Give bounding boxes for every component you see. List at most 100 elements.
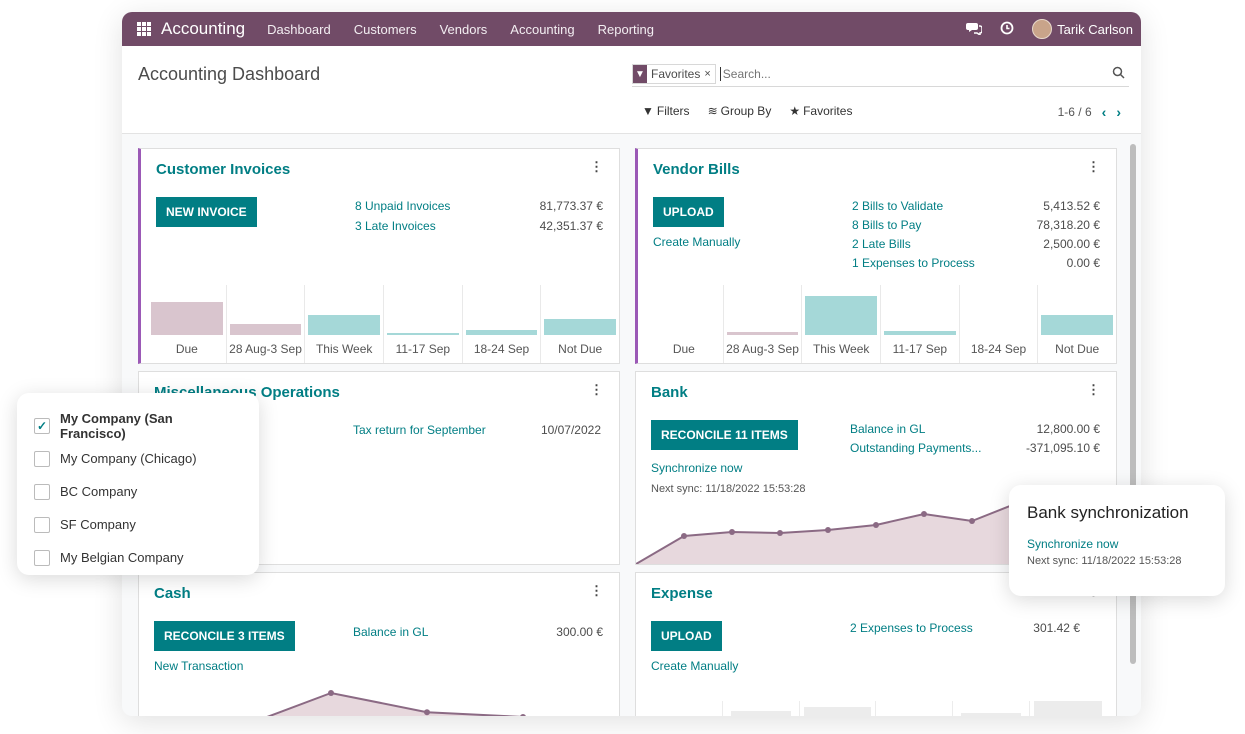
company-option[interactable]: My Belgian Company bbox=[17, 541, 259, 574]
search-input[interactable] bbox=[719, 67, 1112, 81]
group-by-button[interactable]: ≋ Group By bbox=[708, 104, 772, 118]
chart-point[interactable] bbox=[328, 690, 334, 696]
chevron-right-icon[interactable]: › bbox=[1116, 104, 1121, 120]
chart-bar[interactable] bbox=[1041, 314, 1114, 335]
menu-customers[interactable]: Customers bbox=[353, 21, 417, 37]
chevron-left-icon[interactable]: ‹ bbox=[1101, 104, 1107, 120]
apps-grid-icon[interactable] bbox=[137, 22, 151, 36]
late-bills-link[interactable]: 2 Late Bills bbox=[852, 237, 911, 251]
top-navbar: Accounting Dashboard Customers Vendors A… bbox=[122, 12, 1141, 46]
menu-dashboard[interactable]: Dashboard bbox=[267, 21, 331, 37]
checkbox-icon[interactable] bbox=[34, 549, 50, 566]
company-option[interactable]: BC Company bbox=[17, 475, 259, 508]
reconcile-button[interactable]: RECONCILE 11 ITEMS bbox=[651, 420, 798, 450]
chart-bar[interactable] bbox=[229, 323, 302, 335]
chart-tick-label: Due bbox=[672, 342, 695, 356]
app-name[interactable]: Accounting bbox=[161, 19, 246, 38]
app-window: Accounting Dashboard Customers Vendors A… bbox=[122, 12, 1141, 716]
reconcile-cash-button[interactable]: RECONCILE 3 ITEMS bbox=[154, 621, 295, 651]
favorites-button[interactable]: ★ Favorites bbox=[789, 104, 852, 118]
card-title[interactable]: Vendor Bills bbox=[653, 161, 740, 178]
pager-value[interactable]: 1-6 / 6 bbox=[1057, 105, 1092, 119]
cash-balance-gl-link[interactable]: Balance in GL bbox=[353, 625, 429, 639]
card-title[interactable]: Expense bbox=[651, 585, 713, 602]
company-label: BC Company bbox=[60, 484, 138, 499]
synchronize-now-link[interactable]: Synchronize now bbox=[651, 461, 743, 475]
expense-bar-stubs bbox=[646, 701, 1106, 716]
card-title[interactable]: Bank bbox=[651, 384, 688, 401]
next-sync-text: Next sync: 11/18/2022 15:53:28 bbox=[1027, 555, 1182, 567]
tax-return-link[interactable]: Tax return for September bbox=[353, 423, 486, 437]
vertical-scrollbar[interactable] bbox=[1130, 144, 1136, 664]
filters-button[interactable]: ▼ Filters bbox=[642, 104, 690, 118]
chart-point[interactable] bbox=[520, 714, 526, 716]
star-icon: ★ bbox=[789, 104, 801, 118]
chart-column: This Week bbox=[802, 285, 882, 363]
pager: 1-6 / 6 ‹ › bbox=[1058, 104, 1121, 120]
kebab-menu-icon[interactable]: ⋮ bbox=[590, 583, 603, 598]
card-title[interactable]: Cash bbox=[154, 585, 191, 602]
menu-vendors[interactable]: Vendors bbox=[439, 21, 488, 37]
menu-accounting[interactable]: Accounting bbox=[510, 21, 575, 37]
chart-point[interactable] bbox=[681, 533, 687, 539]
chart-column: 18-24 Sep bbox=[463, 285, 542, 363]
chart-point[interactable] bbox=[921, 511, 927, 517]
chart-point[interactable] bbox=[969, 518, 975, 524]
chart-line bbox=[266, 691, 619, 716]
close-icon[interactable]: × bbox=[704, 68, 711, 80]
facet-label: Favorites bbox=[651, 67, 701, 81]
chart-bar[interactable] bbox=[726, 332, 799, 335]
kebab-menu-icon[interactable]: ⋮ bbox=[590, 382, 603, 397]
chart-bar[interactable] bbox=[308, 314, 381, 335]
clock-icon[interactable] bbox=[1000, 21, 1014, 38]
create-manually-expense-link[interactable]: Create Manually bbox=[651, 659, 739, 673]
chart-point[interactable] bbox=[825, 527, 831, 533]
kebab-menu-icon[interactable]: ⋮ bbox=[1087, 159, 1100, 174]
outstanding-payments-link[interactable]: Outstanding Payments... bbox=[850, 441, 982, 455]
card-title[interactable]: Customer Invoices bbox=[156, 161, 291, 178]
chart-bar[interactable] bbox=[151, 301, 223, 335]
chart-bar[interactable] bbox=[387, 333, 459, 335]
balance-gl-link[interactable]: Balance in GL bbox=[850, 422, 926, 436]
company-label: My Company (San Francisco) bbox=[60, 410, 173, 441]
expenses-to-process-link[interactable]: 2 Expenses to Process bbox=[850, 621, 973, 635]
chart-bar[interactable] bbox=[544, 319, 617, 335]
chart-bar[interactable] bbox=[805, 296, 878, 335]
chart-point[interactable] bbox=[873, 522, 879, 528]
group-by-label: Group By bbox=[720, 104, 772, 118]
bills-to-pay-link[interactable]: 8 Bills to Pay bbox=[852, 218, 922, 232]
late-invoices-link[interactable]: 3 Late Invoices bbox=[355, 219, 436, 233]
create-manually-link[interactable]: Create Manually bbox=[653, 235, 741, 249]
upload-expense-button[interactable]: UPLOAD bbox=[651, 621, 722, 651]
upload-button[interactable]: UPLOAD bbox=[653, 197, 724, 227]
synchronize-now-link[interactable]: Synchronize now bbox=[1027, 537, 1119, 551]
search-icon[interactable] bbox=[1112, 66, 1125, 82]
new-transaction-link[interactable]: New Transaction bbox=[154, 659, 244, 673]
chart-bar[interactable] bbox=[465, 330, 538, 335]
company-option[interactable]: SF Company bbox=[17, 508, 259, 541]
chart-bar[interactable] bbox=[884, 331, 956, 335]
chart-area bbox=[636, 499, 1116, 564]
checkbox-checked-icon[interactable]: ✓ bbox=[34, 417, 50, 434]
user-menu[interactable]: Tarik Carlson bbox=[1032, 19, 1133, 39]
unpaid-invoices-link[interactable]: 8 Unpaid Invoices bbox=[355, 199, 451, 213]
chart-point[interactable] bbox=[424, 709, 430, 716]
search-facet[interactable]: ▼ Favorites × bbox=[632, 64, 716, 84]
expenses-to-process-link[interactable]: 1 Expenses to Process bbox=[852, 256, 975, 270]
checkbox-icon[interactable] bbox=[34, 516, 50, 533]
checkbox-icon[interactable] bbox=[34, 483, 50, 500]
chart-point[interactable] bbox=[729, 529, 735, 535]
kebab-menu-icon[interactable]: ⋮ bbox=[590, 159, 603, 174]
menu-reporting[interactable]: Reporting bbox=[597, 21, 654, 37]
kebab-menu-icon[interactable]: ⋮ bbox=[1087, 382, 1100, 397]
company-option[interactable]: My Company (Chicago) bbox=[17, 442, 259, 475]
checkbox-icon[interactable] bbox=[34, 450, 50, 467]
balance-gl-value: 12,800.00 € bbox=[1036, 422, 1100, 436]
chart-tick-label: 18-24 Sep bbox=[970, 342, 1027, 356]
bills-to-validate-link[interactable]: 2 Bills to Validate bbox=[852, 199, 944, 213]
chart-point[interactable] bbox=[777, 530, 783, 536]
company-option[interactable]: ✓ My Company (San Francisco) bbox=[17, 409, 259, 442]
new-invoice-button[interactable]: NEW INVOICE bbox=[156, 197, 257, 227]
chat-icon[interactable] bbox=[966, 21, 983, 38]
chart-column: Not Due bbox=[541, 285, 619, 363]
